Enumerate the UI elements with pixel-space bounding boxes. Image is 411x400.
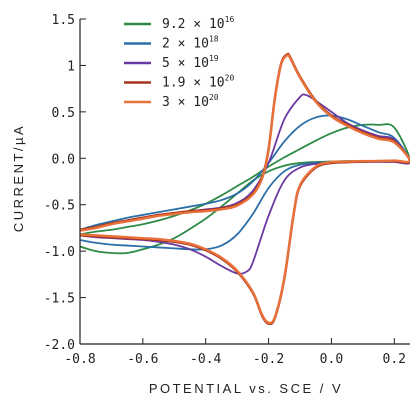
- x-tick-label: -0.4: [190, 352, 221, 367]
- legend-mantissa: 2: [162, 37, 170, 52]
- series-line-2: [80, 94, 410, 273]
- y-tick-label: -0.5: [44, 199, 75, 214]
- legend-mantissa: 1.9: [162, 76, 185, 91]
- y-tick-label: 0.5: [52, 106, 75, 121]
- y-tick-label: 1.5: [52, 13, 75, 28]
- plot-area: [80, 54, 410, 324]
- legend-label-2: 5 × 1019: [162, 54, 219, 71]
- x-axis-ticks: -0.8 -0.6 -0.4 -0.2 0.0 0.2: [64, 338, 406, 367]
- y-tick-label: -1.5: [44, 292, 75, 307]
- y-tick-label: 1: [67, 59, 75, 74]
- legend-exponent: 20: [225, 74, 235, 83]
- y-tick-label: 0.0: [52, 152, 75, 167]
- legend-exponent: 16: [225, 15, 235, 24]
- legend-label-4: 3 × 1020: [162, 93, 219, 110]
- x-tick-label: -0.6: [127, 352, 158, 367]
- legend-label-3: 1.9 × 1020: [162, 74, 234, 91]
- legend-mantissa: 9.2: [162, 17, 185, 32]
- legend-label-1: 2 × 1018: [162, 35, 219, 52]
- legend-exponent: 20: [209, 93, 219, 102]
- legend-mantissa: 5: [162, 56, 170, 71]
- legend-label-0: 9.2 × 1016: [162, 15, 234, 32]
- legend: 9.2 × 1016 2 × 1018 5 × 1019 1.9 × 1020 3 × …: [124, 15, 234, 110]
- y-tick-label: -1.0: [44, 245, 75, 260]
- x-tick-label: 0.2: [383, 352, 406, 367]
- x-tick-label: -0.8: [64, 352, 95, 367]
- x-tick-label: 0.0: [320, 352, 343, 367]
- x-tick-label: -0.2: [253, 352, 284, 367]
- legend-exponent: 18: [209, 35, 219, 44]
- y-tick-label: -2.0: [44, 338, 75, 353]
- legend-mantissa: 3: [162, 95, 170, 110]
- y-axis-label: CURRENT/µA: [11, 124, 26, 232]
- legend-exponent: 19: [209, 54, 219, 63]
- x-axis-label: POTENTIAL vs. SCE / V: [149, 381, 343, 396]
